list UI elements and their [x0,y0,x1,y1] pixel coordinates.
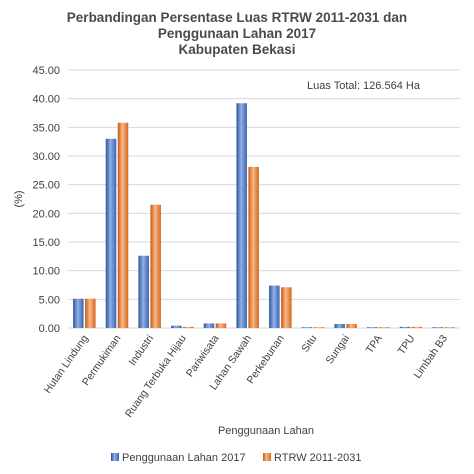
bar-penggunaan-lahan-2017-lahan-sawah [236,103,247,329]
bar-rtrw-2011-2031-pariwisata [215,323,227,328]
bar-penggunaan-lahan-2017-hutan-lindung [73,298,84,328]
bar-rtrw-2011-2031-limbah-b3 [444,327,455,328]
y-tick-label: 20.00 [32,208,60,220]
legend-swatch-rtrw [263,453,271,461]
bar-rtrw-2011-2031-industri [150,204,161,328]
bar-penggunaan-lahan-2017-perkebunan [269,285,280,328]
y-tick-label: 10.00 [32,266,60,278]
bar-rtrw-2011-2031-permukiman [117,122,129,328]
gridlines [68,69,460,329]
bar-penggunaan-lahan-2017-pariwisata [203,323,215,328]
chart-title-line-3: Kabupaten Bekasi [178,42,295,57]
bar-rtrw-2011-2031-perkebunan [281,287,292,328]
total-area-annotation: Luas Total: 126.564 Ha [307,80,421,92]
bar-penggunaan-lahan-2017-sungai [334,323,345,328]
legend-label-penggunaan: Penggunaan Lahan 2017 [122,452,246,464]
bar-penggunaan-lahan-2017-tpu [399,326,411,328]
chart-title-line-2: Penggunaan Lahan 2017 [158,26,316,41]
bar-rtrw-2011-2031-tpu [411,326,423,328]
x-category-label: Ruang Terbuka Hijau [123,333,189,420]
y-tick-label: 30.00 [32,151,60,163]
y-tick-label: 0.00 [39,323,60,335]
bar-penggunaan-lahan-2017-permukiman [105,138,117,328]
legend-label-rtrw: RTRW 2011-2031 [274,452,361,464]
bars [73,103,455,329]
chart-title-line-1: Perbandingan Persentase Luas RTRW 2011-2… [67,10,407,25]
y-tick-label: 5.00 [39,294,60,306]
x-axis-label: Penggunaan Lahan [218,425,314,437]
bar-rtrw-2011-2031-situ [313,327,325,328]
y-axis-ticks: 0.00 5.00 10.00 15.00 20.00 25.00 30.00 35.00 40… [32,65,60,335]
bar-penggunaan-lahan-2017-situ [301,327,313,328]
bar-penggunaan-lahan-2017-industri [138,255,149,328]
y-tick-label: 25.00 [32,180,60,192]
x-category-label: Sungai [324,333,353,367]
bar-penggunaan-lahan-2017-tpa [367,327,378,328]
x-category-label: TPA [364,333,385,356]
y-tick-label: 35.00 [32,122,60,134]
legend: Penggunaan Lahan 2017 RTRW 2011-2031 [111,452,361,464]
y-tick-label: 15.00 [32,237,60,249]
y-tick-label: 40.00 [32,94,60,106]
x-category-label: Situ [299,333,319,355]
bar-penggunaan-lahan-2017-ruang-terbuka-hijau [171,325,182,328]
bar-rtrw-2011-2031-lahan-sawah [248,166,259,328]
bar-penggunaan-lahan-2017-limbah-b3 [432,327,443,328]
bar-rtrw-2011-2031-ruang-terbuka-hijau [183,326,194,328]
y-tick-label: 45.00 [32,65,60,77]
bar-rtrw-2011-2031-hutan-lindung [85,298,96,328]
x-category-label: TPU [396,333,418,357]
x-category-label: Hutan Lindung [42,333,91,396]
y-axis-label: (%) [13,190,25,207]
bar-rtrw-2011-2031-sungai [346,323,357,328]
bar-rtrw-2011-2031-tpa [379,327,390,328]
x-category-label: Industri [127,333,157,368]
legend-swatch-penggunaan [111,453,119,461]
